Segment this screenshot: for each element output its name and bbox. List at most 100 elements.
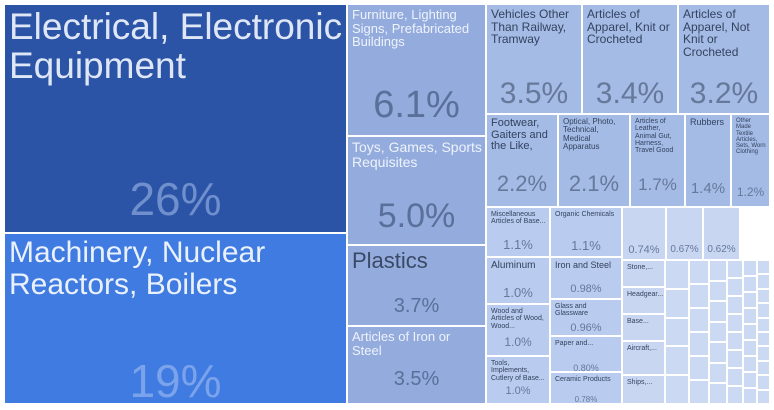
treemap-tile[interactable]: Articles of Apparel, Not Knit or Crochet… [678, 4, 770, 114]
tile-value: 1.4% [690, 180, 726, 197]
treemap-tile[interactable]: Base... [622, 314, 665, 341]
treemap-tile[interactable]: Aircraft,... [622, 341, 665, 375]
treemap-tile[interactable]: Tools, Implements, Cutlery of Base... 1.0… [486, 356, 550, 404]
tile-value: 1.1% [571, 238, 601, 253]
treemap-tile[interactable]: Rubbers 1.4% [685, 114, 731, 207]
treemap-tile[interactable]: Plastics 3.7% [347, 245, 486, 326]
tile-label: Aircraft,... [627, 345, 657, 352]
small-tile[interactable] [757, 260, 770, 275]
treemap-tile[interactable]: 0.67% [666, 207, 703, 260]
small-tile[interactable] [727, 368, 743, 386]
tile-label: Other Made Textile Articles, Sets, Worn … [736, 118, 766, 156]
tile-value: 0.78% [574, 395, 598, 404]
small-tile[interactable] [757, 303, 770, 318]
small-tile[interactable] [665, 260, 689, 289]
tile-label: Miscellaneous Articles of Base... [491, 211, 546, 226]
small-tile[interactable] [727, 350, 743, 368]
small-tile[interactable] [727, 260, 743, 278]
small-tile[interactable] [727, 296, 743, 314]
small-tile[interactable] [689, 308, 709, 332]
tile-value: 5.0% [377, 197, 456, 235]
small-tile[interactable] [689, 380, 709, 404]
small-tile[interactable] [709, 342, 727, 363]
treemap-tile[interactable]: Optical, Photo, Technical, Medical Appar… [558, 114, 630, 207]
treemap-tile[interactable]: Stone,... [622, 260, 665, 287]
small-tile[interactable] [689, 260, 709, 284]
treemap-tile[interactable]: Furniture, Lighting Signs, Prefabricated… [347, 4, 486, 136]
small-tile[interactable] [665, 346, 689, 376]
small-tile[interactable] [665, 288, 689, 318]
small-tile[interactable] [689, 332, 709, 356]
small-tile[interactable] [709, 321, 727, 343]
tile-value: 19% [129, 355, 222, 404]
small-tile[interactable] [709, 383, 727, 404]
small-tile[interactable] [709, 362, 727, 384]
small-tile[interactable] [665, 375, 689, 404]
treemap-tile[interactable]: Ceramic Products 0.78% [550, 372, 622, 404]
small-tile[interactable] [743, 356, 757, 372]
small-tile[interactable] [709, 260, 727, 281]
small-tile[interactable] [689, 284, 709, 308]
small-tile[interactable] [757, 389, 770, 404]
tile-label: Plastics [352, 248, 428, 273]
small-tile[interactable] [757, 317, 770, 332]
treemap-tile[interactable]: Articles of Apparel, Knit or Crocheted 3.… [582, 4, 678, 114]
small-tile[interactable] [743, 388, 757, 404]
treemap-tile[interactable]: Footwear, Gaiters and the Like, 2.2% [486, 114, 558, 207]
tile-label: Footwear, Gaiters and the Like, [491, 117, 548, 153]
small-tile[interactable] [727, 314, 743, 332]
small-tile[interactable] [743, 372, 757, 388]
tile-value: 1.1% [503, 237, 533, 252]
small-tile[interactable] [757, 274, 770, 289]
tile-value: 0.96% [570, 322, 602, 334]
small-tile[interactable] [665, 317, 689, 347]
small-tile[interactable] [757, 332, 770, 347]
small-tile[interactable] [757, 346, 770, 361]
treemap-tile[interactable]: Headgear... [622, 287, 665, 314]
treemap-tile[interactable]: Miscellaneous Articles of Base... 1.1% [486, 207, 550, 257]
small-tile[interactable] [743, 324, 757, 340]
treemap-chart: Electrical, Electronic Equipment 26% Machi… [4, 4, 770, 404]
tile-label: Ships,... [627, 379, 653, 386]
tile-label: Furniture, Lighting Signs, Prefabricated… [352, 7, 470, 50]
treemap-tile[interactable]: Articles of Iron or Steel 3.5% [347, 326, 486, 404]
small-tile[interactable] [743, 276, 757, 292]
treemap-tile[interactable]: Ships,... [622, 375, 665, 404]
tile-value: 1.0% [503, 285, 533, 300]
treemap-tile[interactable]: Other Made Textile Articles, Sets, Worn … [731, 114, 770, 207]
treemap-tile[interactable]: Articles of Leather, Animal Gut, Harness… [630, 114, 685, 207]
small-tile[interactable] [743, 292, 757, 308]
tile-label: Tools, Implements, Cutlery of Base... [491, 360, 545, 382]
small-tile[interactable] [689, 356, 709, 380]
tile-value: 3.5% [499, 77, 569, 110]
tile-value: 1.0% [504, 335, 532, 349]
small-tile[interactable] [757, 375, 770, 390]
tile-value: 2.1% [568, 171, 620, 196]
small-tile[interactable] [757, 288, 770, 304]
treemap-tile[interactable]: Glass and Glassware 0.96% [550, 299, 622, 336]
tile-value: 0.80% [573, 363, 599, 372]
small-tile[interactable] [743, 340, 757, 356]
tile-value: 1.2% [736, 185, 765, 199]
small-tile[interactable] [727, 332, 743, 350]
treemap-tile[interactable]: Vehicles Other Than Railway, Tramway 3.5% [486, 4, 582, 114]
treemap-tile[interactable]: Wood and Articles of Wood, Wood... 1.0% [486, 304, 550, 356]
treemap-tile[interactable]: 0.74% [622, 207, 666, 260]
small-tile[interactable] [743, 308, 757, 324]
treemap-tile[interactable]: 0.62% [703, 207, 740, 260]
treemap-tile[interactable]: Aluminum 1.0% [486, 257, 550, 304]
small-tile[interactable] [709, 301, 727, 322]
small-tile[interactable] [757, 360, 770, 376]
small-tile[interactable] [727, 278, 743, 296]
treemap-tile[interactable]: Organic Chemicals 1.1% [550, 207, 622, 257]
treemap-tile[interactable]: Electrical, Electronic Equipment 26% [4, 4, 347, 233]
tile-value: 0.98% [570, 283, 602, 295]
treemap-tile[interactable]: Iron and Steel 0.98% [550, 257, 622, 299]
treemap-tile[interactable]: Paper and... 0.80% [550, 336, 622, 372]
small-tile[interactable] [727, 386, 743, 404]
small-tile[interactable] [709, 280, 727, 302]
tile-label: Articles of Apparel, Knit or Crocheted [587, 7, 670, 47]
treemap-tile[interactable]: Machinery, Nuclear Reactors, Boilers 19% [4, 233, 347, 404]
treemap-tile[interactable]: Toys, Games, Sports Requisites 5.0% [347, 136, 486, 245]
small-tile[interactable] [743, 260, 757, 276]
